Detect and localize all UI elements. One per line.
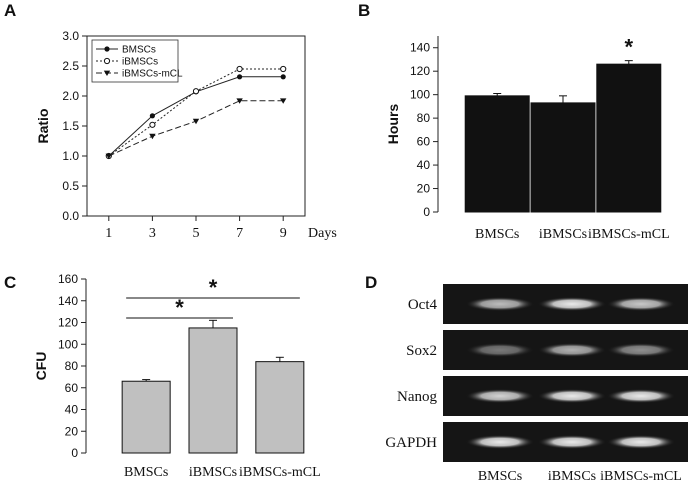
- bar: [255, 361, 305, 454]
- x-tick-label: 9: [280, 226, 287, 241]
- gel-band: [538, 297, 606, 311]
- y-axis-title: Hours: [385, 104, 401, 145]
- legend-marker: [103, 57, 111, 65]
- x-tick-label: iBMSCs-mCL: [588, 227, 670, 242]
- gel-band: [466, 343, 534, 357]
- data-point: [149, 121, 156, 128]
- gel-row-label: Nanog: [397, 389, 437, 405]
- gel-row-label: GAPDH: [385, 435, 437, 451]
- y-tick-label: 60: [417, 135, 431, 149]
- y-tick-label: 80: [417, 111, 431, 125]
- gel-band: [607, 297, 675, 311]
- x-tick-label: 7: [236, 226, 243, 241]
- y-tick-label: 2.5: [62, 59, 79, 73]
- x-tick-label: iBMSCs: [539, 227, 587, 242]
- data-point: [149, 133, 156, 140]
- x-tick-label: BMSCs: [475, 227, 519, 242]
- y-tick-label: 1.5: [62, 119, 79, 133]
- y-tick-label: 1.0: [62, 149, 79, 163]
- series-line: [108, 100, 284, 157]
- bar-chart-panel-c: 0 20 40 60 80 100 120 140 160 BMSCs iBMSCs iBMSCs-m…: [33, 272, 321, 480]
- y-tick-label: 0.5: [62, 179, 79, 193]
- y-tick-label: 0: [423, 205, 430, 219]
- gel-band: [466, 389, 534, 403]
- gel-band: [538, 389, 606, 403]
- bar: [464, 95, 530, 213]
- significance-star: *: [209, 275, 218, 300]
- data-point: [236, 98, 243, 104]
- significance-star: *: [175, 295, 184, 320]
- line-chart-panel-a: 0.0 0.5 1.0 1.5 2.0 2.5 3.0 1 3 5 7 9 Days Ratio BMSCs…: [35, 29, 337, 241]
- gel-row-label: Sox2: [406, 343, 437, 359]
- x-tick-label: 1: [105, 226, 112, 241]
- y-axis-title: CFU: [33, 352, 49, 381]
- legend-marker: [104, 46, 110, 52]
- y-tick-label: 80: [65, 359, 79, 373]
- y-tick-label: 140: [410, 41, 430, 55]
- x-axis-title: Days: [308, 226, 337, 241]
- x-tick-label: 3: [149, 226, 156, 241]
- data-point: [192, 88, 200, 95]
- gel-lane-label: iBMSCs-mCL: [600, 469, 682, 484]
- gel-band: [538, 343, 606, 357]
- legend-marker: [103, 70, 111, 76]
- gel-band: [607, 435, 675, 449]
- y-tick-label: 60: [65, 381, 79, 395]
- panel-letter-b: B: [358, 1, 370, 20]
- gel-lane-label: iBMSCs: [548, 469, 596, 484]
- gel-panel-d: Oct4 Sox2 Nanog GAPDH BMSCs iBMSCs iBMSCs-mCL: [385, 284, 688, 484]
- data-point: [149, 113, 155, 119]
- y-tick-label: 20: [417, 182, 431, 196]
- panel-letter-c: C: [4, 273, 16, 292]
- x-tick-label: BMSCs: [124, 465, 168, 480]
- gel-band: [466, 435, 534, 449]
- legend-label: iBMSCs: [122, 57, 158, 68]
- y-tick-label: 40: [65, 403, 79, 417]
- y-tick-label: 140: [58, 294, 78, 308]
- x-tick-label: iBMSCs-mCL: [239, 465, 321, 480]
- bar: [596, 63, 662, 213]
- gel-band: [607, 343, 675, 357]
- bar: [530, 102, 596, 213]
- gel-lane-label: BMSCs: [478, 469, 522, 484]
- y-tick-label: 40: [417, 158, 431, 172]
- data-point: [192, 118, 200, 125]
- y-tick-label: 3.0: [62, 29, 79, 43]
- y-tick-label: 100: [410, 88, 430, 102]
- gel-band: [607, 389, 675, 403]
- y-tick-label: 120: [410, 64, 430, 78]
- x-tick-label: 5: [193, 226, 200, 241]
- y-tick-label: 100: [58, 337, 78, 351]
- data-point: [105, 153, 112, 159]
- y-axis-title: Ratio: [35, 109, 51, 144]
- data-point: [237, 74, 243, 80]
- panel-letter-a: A: [4, 1, 16, 20]
- y-tick-label: 0: [71, 446, 78, 460]
- data-point: [280, 98, 287, 104]
- significance-star: *: [625, 35, 634, 60]
- y-tick-label: 0.0: [62, 209, 79, 223]
- y-tick-label: 20: [65, 424, 79, 438]
- x-tick-label: iBMSCs: [189, 465, 237, 480]
- bar: [188, 327, 238, 454]
- y-tick-label: 160: [58, 272, 78, 286]
- gel-band: [538, 435, 606, 449]
- bar-chart-panel-b: 0 20 40 60 80 100 120 140 BMSCs iBMSCs iBMSCs-mCL H…: [385, 35, 670, 242]
- data-point: [280, 74, 286, 80]
- y-tick-label: 2.0: [62, 89, 79, 103]
- data-point: [236, 65, 243, 73]
- legend-label: BMSCs: [122, 45, 156, 56]
- gel-band: [466, 297, 534, 311]
- panel-letter-d: D: [365, 273, 377, 292]
- legend-label: iBMSCs-mCL: [122, 69, 183, 80]
- y-tick-label: 120: [58, 316, 78, 330]
- data-point: [280, 65, 287, 73]
- gel-row-label: Oct4: [408, 297, 438, 313]
- bar: [121, 380, 171, 454]
